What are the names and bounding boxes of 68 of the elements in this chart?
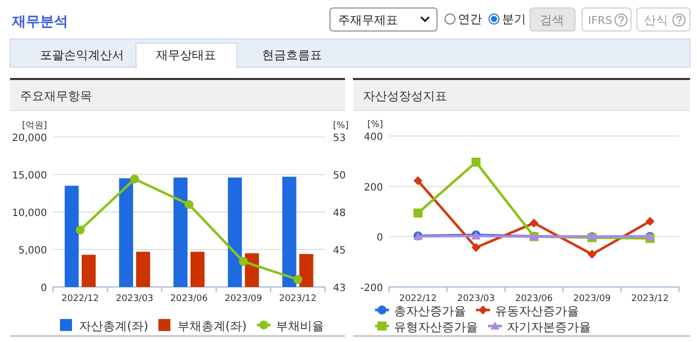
text: 산식 bbox=[644, 13, 668, 27]
y-tick-label: 0 bbox=[376, 232, 383, 244]
x-tick-label: 2023/03 bbox=[457, 294, 495, 304]
text: 재무분석 bbox=[11, 14, 68, 30]
y-tick-label: 5,000 bbox=[18, 246, 47, 256]
point bbox=[472, 158, 480, 167]
x-tick-label: 2023/06 bbox=[170, 294, 208, 304]
y-tick-label: -200 bbox=[360, 283, 383, 294]
point bbox=[238, 257, 248, 266]
legend-label: 유형자산증가율 bbox=[394, 320, 478, 334]
bar bbox=[190, 252, 204, 287]
y-tick-label: 0 bbox=[40, 283, 47, 294]
legend-label: 부채비율 bbox=[276, 319, 324, 333]
point bbox=[184, 200, 194, 209]
x-tick-label: 2023/12 bbox=[631, 294, 669, 304]
text: IFRS bbox=[588, 14, 612, 27]
text: 연간 bbox=[458, 12, 482, 26]
bar bbox=[282, 176, 296, 287]
point bbox=[76, 226, 85, 234]
point bbox=[530, 218, 538, 228]
bar bbox=[174, 178, 188, 287]
chart-title: 주요재무항목 bbox=[20, 89, 92, 103]
x-tick-label: 2023/12 bbox=[279, 294, 316, 304]
text: 포괄손익계산서 bbox=[40, 48, 124, 62]
bar bbox=[228, 178, 242, 287]
bar bbox=[82, 254, 96, 287]
y-tick-label: 200 bbox=[364, 182, 383, 194]
x-tick-label: 2023/09 bbox=[573, 294, 611, 304]
bar bbox=[244, 253, 259, 287]
y-axis-title: [억원] bbox=[22, 121, 47, 131]
text: 현금흐름표 bbox=[262, 48, 322, 62]
y-tick-label: 20,000 bbox=[12, 133, 47, 144]
y2-tick-label: 50 bbox=[333, 170, 346, 182]
legend-label: 총자산증가율 bbox=[394, 304, 466, 318]
y2-axis-title: [%] bbox=[333, 121, 349, 131]
text: 분기 bbox=[502, 12, 526, 26]
y2-tick-label: 43 bbox=[333, 283, 346, 294]
text: 재무상태표 bbox=[156, 48, 216, 62]
text: 검색 bbox=[540, 13, 564, 27]
point bbox=[130, 174, 140, 184]
x-tick-label: 2022/12 bbox=[62, 294, 99, 304]
chart-title: 자산성장성지표 bbox=[363, 89, 447, 103]
y-axis-title: [%] bbox=[367, 120, 383, 130]
y-tick-label: 400 bbox=[364, 132, 383, 143]
bar bbox=[119, 178, 134, 287]
bar bbox=[136, 252, 150, 287]
point bbox=[588, 250, 596, 259]
x-tick-label: 2022/12 bbox=[399, 294, 437, 304]
point bbox=[472, 242, 480, 252]
y2-tick-label: 45 bbox=[333, 246, 346, 256]
text: 주재무제표 bbox=[338, 13, 398, 27]
x-tick-label: 2023/09 bbox=[224, 294, 262, 304]
y-tick-label: 15,000 bbox=[12, 170, 47, 182]
legend-label: 부채총계(좌) bbox=[177, 319, 247, 333]
legend-label: 유동자산증가율 bbox=[495, 304, 579, 318]
bar bbox=[299, 254, 314, 287]
x-tick-label: 2023/06 bbox=[515, 294, 553, 304]
point bbox=[414, 208, 422, 218]
bar bbox=[64, 186, 79, 287]
x-tick-label: 2023/03 bbox=[116, 294, 154, 304]
y2-tick-label: 53 bbox=[333, 133, 346, 144]
legend-label: 자기자본증가율 bbox=[507, 320, 591, 334]
y2-tick-label: 48 bbox=[333, 208, 346, 219]
point bbox=[293, 275, 302, 284]
point bbox=[414, 176, 422, 186]
y-tick-label: 10,000 bbox=[12, 208, 47, 219]
legend-label: 자산총계(좌) bbox=[79, 319, 148, 333]
point bbox=[646, 216, 654, 226]
